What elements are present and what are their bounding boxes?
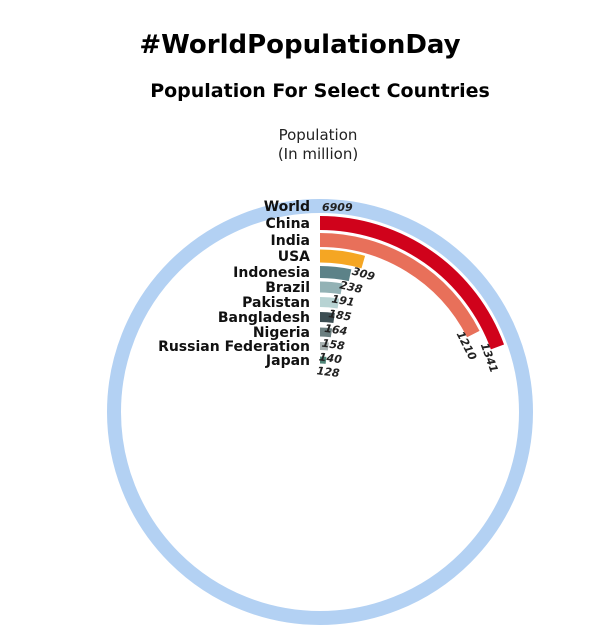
value-label-usa: 309: [351, 265, 377, 284]
value-label-nigeria: 158: [321, 337, 346, 353]
category-label-bangladesh: Bangladesh: [218, 310, 310, 326]
value-label-russian-federation: 140: [318, 350, 343, 366]
bar-brazil: [319, 281, 343, 295]
bar-india: [319, 233, 480, 338]
bar-nigeria: [319, 327, 333, 338]
category-label-indonesia: Indonesia: [233, 265, 310, 281]
measure-label-line1: Population: [278, 126, 358, 144]
bar-china: [319, 216, 505, 350]
value-label-bangladesh: 164: [324, 322, 349, 338]
chart-subtitle: Population For Select Countries: [150, 80, 490, 102]
category-label-india: India: [271, 233, 310, 249]
category-label-china: China: [266, 216, 310, 232]
value-label-world: 6909: [322, 201, 353, 214]
value-label-japan: 128: [316, 364, 341, 380]
measure-label: Population (In million): [218, 126, 418, 164]
chart-title: #WorldPopulationDay: [139, 30, 461, 60]
measure-label-line2: (In million): [277, 145, 359, 163]
value-label-brazil: 191: [331, 292, 356, 309]
category-label-russian-federation: Russian Federation: [158, 339, 310, 355]
bar-world: [107, 199, 533, 625]
value-label-pakistan: 185: [328, 307, 353, 324]
category-label-brazil: Brazil: [265, 280, 310, 296]
category-label-japan: Japan: [265, 353, 310, 369]
category-label-world: World: [264, 199, 310, 215]
value-label-indonesia: 238: [338, 278, 364, 296]
bar-usa: [319, 249, 366, 269]
bar-indonesia: [319, 266, 352, 282]
value-label-india: 1210: [454, 329, 480, 362]
bar-russian-federation: [319, 342, 329, 351]
category-label-nigeria: Nigeria: [253, 325, 310, 341]
category-label-usa: USA: [278, 249, 310, 265]
bar-bangladesh: [319, 312, 335, 324]
category-label-pakistan: Pakistan: [242, 295, 310, 311]
bar-pakistan: [319, 297, 340, 309]
